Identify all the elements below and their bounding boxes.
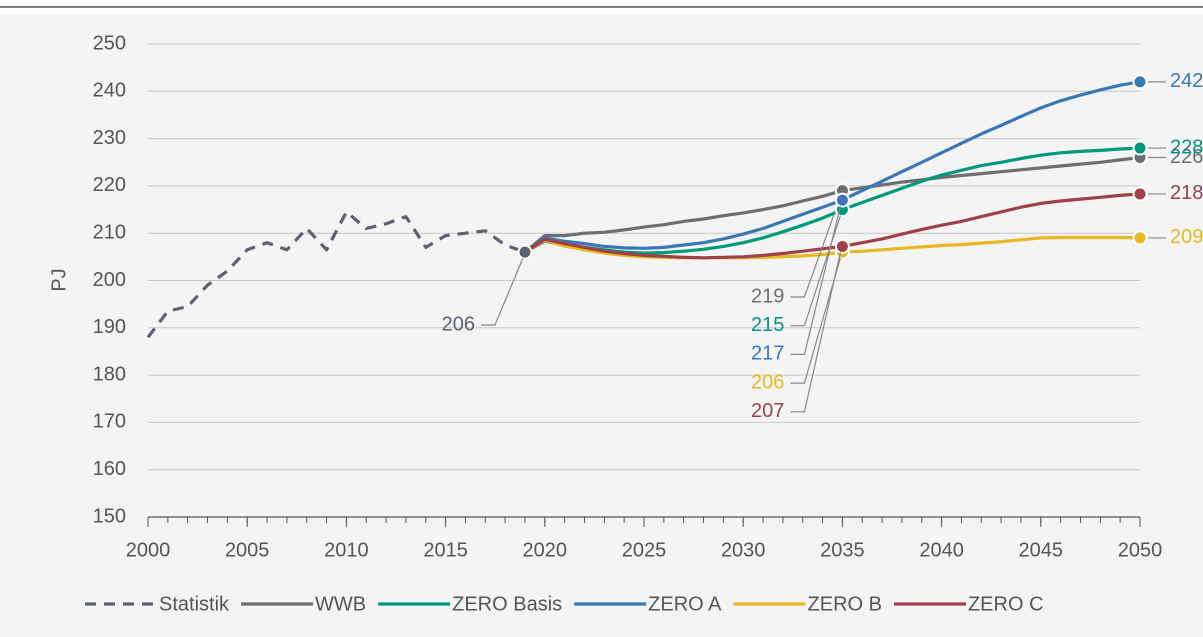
leader-line	[790, 252, 841, 413]
y-tick-label: 200	[93, 269, 126, 291]
leader-line	[790, 257, 841, 384]
point-marker	[1132, 186, 1148, 202]
series-line	[146, 210, 526, 339]
x-tick-label: 2040	[919, 539, 964, 561]
data-label: 217	[751, 343, 784, 365]
series-line	[524, 235, 1141, 260]
legend-label: ZERO C	[968, 593, 1044, 615]
data-label: 228	[1170, 136, 1203, 158]
legend-label: ZERO A	[648, 593, 722, 615]
y-tick-label: 160	[93, 458, 126, 480]
x-tick-label: 2050	[1118, 539, 1163, 561]
series-line	[524, 80, 1141, 254]
x-tick-label: 2015	[423, 539, 468, 561]
point-marker	[1132, 230, 1148, 246]
y-tick-label: 250	[93, 32, 126, 54]
point-marker	[517, 244, 533, 260]
data-label: 215	[751, 314, 784, 336]
y-tick-label: 190	[93, 316, 126, 338]
x-tick-label: 2035	[820, 539, 865, 561]
y-tick-label: 220	[93, 174, 126, 196]
x-tick-label: 2030	[721, 539, 766, 561]
y-tick-label: 150	[93, 505, 126, 527]
leader-line	[790, 205, 841, 355]
series-line	[524, 192, 1141, 260]
point-marker	[834, 192, 850, 208]
series-line	[523, 155, 1141, 254]
x-tick-label: 2005	[225, 539, 270, 561]
data-label: 206	[442, 313, 475, 335]
background	[0, 14, 1203, 637]
y-tick-label: 180	[93, 363, 126, 385]
data-label: 242	[1170, 70, 1203, 92]
point-marker	[1132, 74, 1148, 90]
x-tick-label: 2025	[622, 539, 667, 561]
x-tick-label: 2020	[523, 539, 568, 561]
data-label: 226	[1170, 146, 1203, 168]
y-axis-label: PJ	[48, 268, 70, 291]
legend-label: ZERO B	[808, 593, 882, 615]
legend-label: ZERO Basis	[452, 593, 562, 615]
data-label: 206	[751, 371, 784, 393]
leader-line	[790, 215, 841, 327]
point-marker	[834, 238, 850, 254]
data-label: 209	[1170, 226, 1203, 248]
data-label: 207	[751, 400, 784, 422]
point-marker	[1132, 140, 1148, 156]
x-tick-label: 2045	[1019, 539, 1064, 561]
x-tick-label: 2010	[324, 539, 369, 561]
data-label: 219	[751, 285, 784, 307]
x-tick-label: 2000	[126, 539, 171, 561]
y-tick-label: 240	[93, 80, 126, 102]
data-label: 218	[1170, 182, 1203, 204]
y-tick-label: 210	[93, 221, 126, 243]
legend-label: Statistik	[159, 593, 230, 615]
leader-line	[480, 257, 524, 326]
y-tick-label: 230	[93, 127, 126, 149]
leader-line	[790, 196, 841, 298]
legend-label: WWB	[315, 593, 366, 615]
y-tick-label: 170	[93, 411, 126, 433]
